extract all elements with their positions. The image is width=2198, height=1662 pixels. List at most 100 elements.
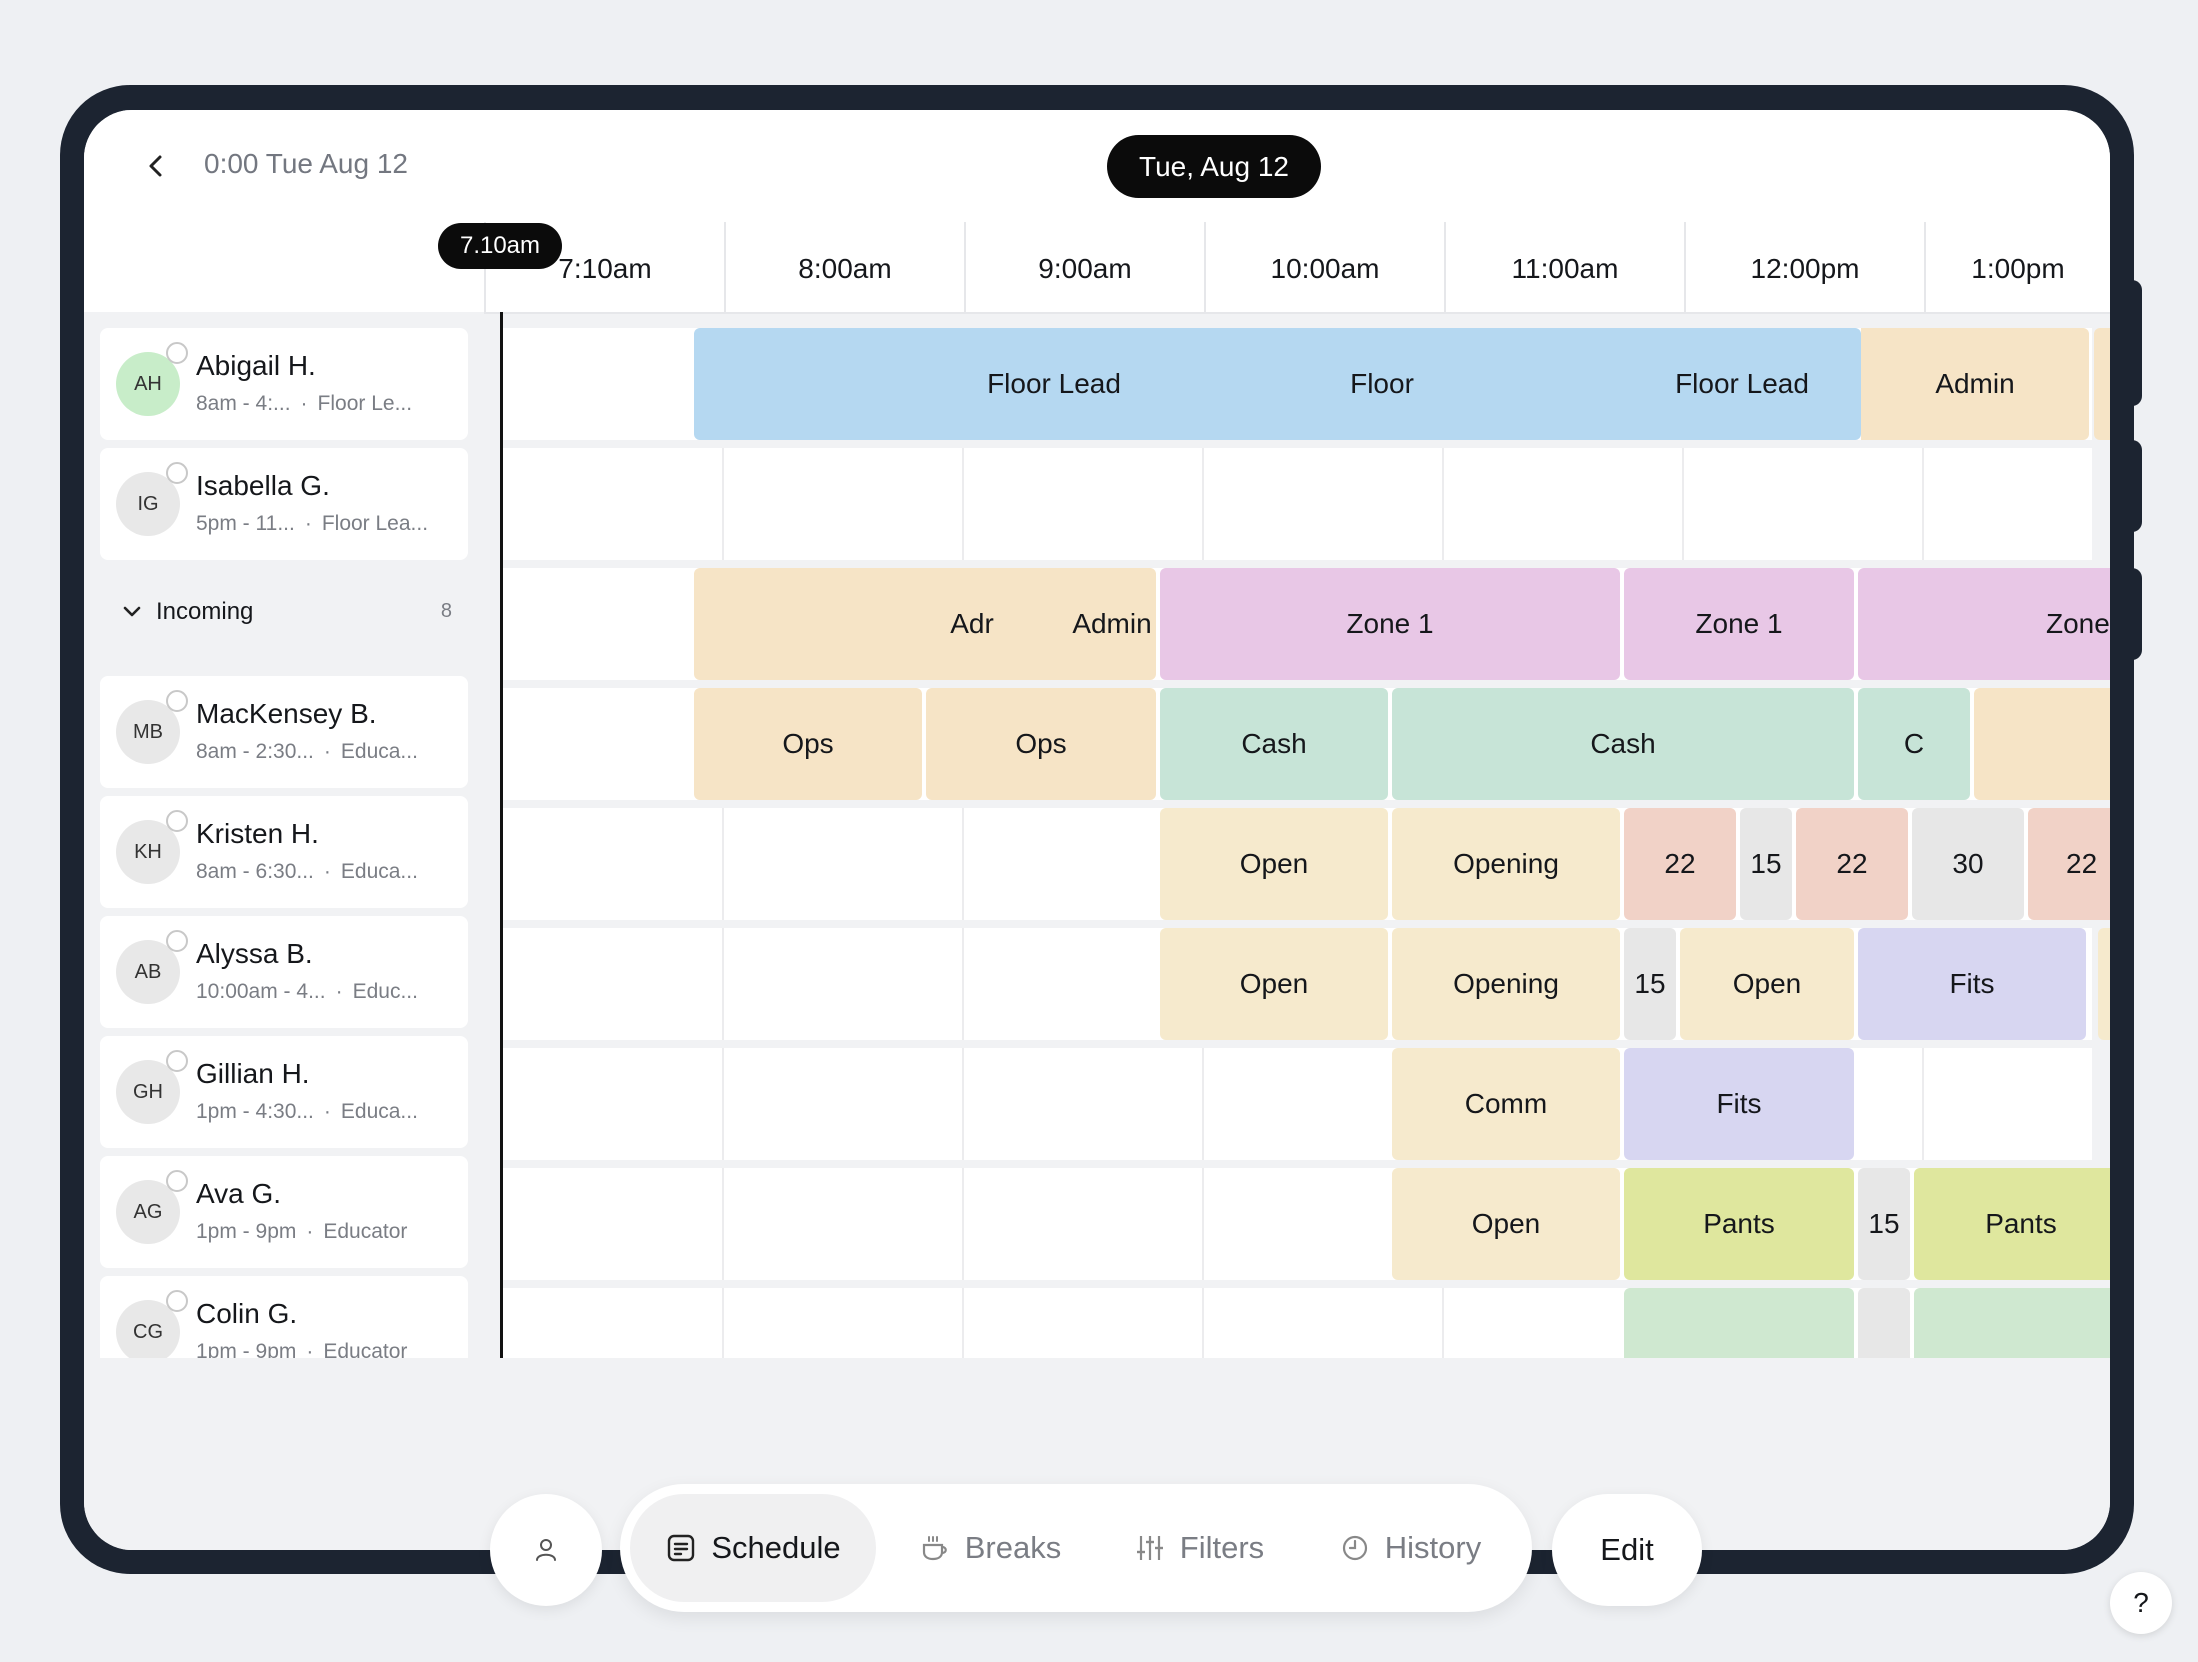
shift-label: Floor Lead [1675, 368, 1809, 399]
time-label: 1:00pm [1924, 222, 2110, 312]
break-block[interactable]: 30 [1912, 808, 2024, 920]
sliders-icon [1136, 1536, 1163, 1560]
hardware-button [2126, 280, 2142, 406]
chevron-down-icon [123, 606, 141, 617]
tab-history[interactable]: History [1310, 1494, 1510, 1602]
shift-block[interactable]: Open [1680, 928, 1854, 1040]
person-name: Isabella G. [196, 470, 330, 501]
tab-filters[interactable]: Filters [1104, 1494, 1294, 1602]
avatar: AB [116, 930, 188, 1004]
shift-block[interactable] [1974, 688, 2110, 800]
shift-block[interactable] [2094, 328, 2110, 440]
bottom-tab-bar: Schedule Breaks Filters History [620, 1484, 1532, 1612]
shift-block[interactable]: Open [1392, 1168, 1620, 1280]
shift-block[interactable]: Zone 1 [1160, 568, 1620, 680]
person-details: 8am - 4:... · Floor Le... [196, 392, 413, 415]
time-label: 10:00am [1204, 222, 1444, 312]
person-details: 8am - 2:30... · Educa... [196, 740, 418, 763]
person-card-abigail[interactable]: AH Abigail H. 8am - 4:... · Floor Le... [100, 328, 468, 440]
break-block[interactable]: 15 [1858, 1288, 1910, 1358]
shift-block[interactable]: Cash [1392, 688, 1854, 800]
shift-block[interactable]: C [1858, 688, 1970, 800]
break-block[interactable]: 15 [1624, 928, 1676, 1040]
coffee-cup-icon [922, 1536, 947, 1561]
status-dot [166, 342, 188, 364]
shift-block[interactable]: Pants [1624, 1168, 1854, 1280]
shift-block[interactable]: Opening [1392, 808, 1620, 920]
person-card-ava[interactable]: AG Ava G. 1pm - 9pm · Educator [100, 1156, 468, 1268]
shift-block[interactable]: Cash [1160, 688, 1388, 800]
break-block[interactable]: 15 [1740, 808, 1792, 920]
chevron-left-icon [149, 155, 162, 177]
schedule-row: Open Pants 15 Pants [502, 1168, 2110, 1280]
avatar: MB [116, 690, 188, 764]
status-dot [166, 462, 188, 484]
break-block[interactable]: 15 [1858, 1168, 1910, 1280]
back-button[interactable] [136, 146, 176, 186]
schedule-grid: Floor Lead Floor Floor Lead Admin Adr Ad… [502, 312, 2110, 1358]
edit-button[interactable]: Edit [1552, 1494, 1702, 1606]
shift-block[interactable] [694, 328, 1861, 440]
person-details: 5pm - 11... · Floor Lea... [196, 512, 429, 535]
schedule-row: Ops Ops Cash Cash C [502, 688, 2110, 800]
person-details: 1pm - 4:30... · Educa... [196, 1100, 418, 1123]
shift-label: Floor [1350, 368, 1414, 399]
tab-label: Filters [1179, 1530, 1265, 1565]
shift-block[interactable]: Open [1160, 928, 1388, 1040]
shift-block[interactable]: Admin [1861, 328, 2089, 440]
tab-label: Breaks [964, 1530, 1062, 1565]
shift-block[interactable]: 22 [1796, 808, 1908, 920]
section-count: 8 [440, 600, 452, 622]
help-button[interactable]: ? [2110, 1572, 2172, 1634]
incoming-section-toggle[interactable]: Incoming 8 [100, 584, 468, 640]
status-dot [166, 1290, 188, 1312]
person-card-mackensey[interactable]: MB MacKensey B. 8am - 2:30... · Educa... [100, 676, 468, 788]
people-list: AH Abigail H. 8am - 4:... · Floor Le... IG… [84, 312, 484, 1358]
shift-block[interactable]: Opening [1392, 928, 1620, 1040]
schedule-row: Adr Admin Zone 1 Zone 1 Zone [502, 568, 2110, 680]
shift-block[interactable]: Fits [1624, 1048, 1854, 1160]
date-selector[interactable]: Tue, Aug 12 [1107, 135, 1321, 198]
avatar: GH [116, 1050, 188, 1124]
status-dot [166, 930, 188, 952]
person-details: 10:00am - 4... · Educ... [196, 980, 418, 1003]
shift-block[interactable]: Comm [1392, 1048, 1620, 1160]
person-details: 8am - 6:30... · Educa... [196, 860, 418, 883]
status-dot [166, 690, 188, 712]
person-card-kristen[interactable]: KH Kristen H. 8am - 6:30... · Educa... [100, 796, 468, 908]
shift-block[interactable]: Zone 1 [1624, 568, 1854, 680]
shift-block[interactable]: Flex [1624, 1288, 1854, 1358]
hardware-button [2126, 568, 2142, 660]
person-icon [536, 1539, 556, 1561]
avatar: IG [116, 462, 188, 536]
profile-button[interactable] [490, 1494, 602, 1606]
person-card-isabella[interactable]: IG Isabella G. 5pm - 11... · Floor Lea... [100, 448, 468, 560]
person-card-alyssa[interactable]: AB Alyssa B. 10:00am - 4... · Educ... [100, 916, 468, 1028]
shift-block[interactable]: 22 [2028, 808, 2110, 920]
shift-block[interactable]: Ops [694, 688, 922, 800]
person-name: Abigail H. [196, 350, 316, 381]
shift-block[interactable]: Flex [1914, 1288, 2110, 1358]
person-card-colin[interactable]: CG Colin G. 1pm - 9pm · Educator [100, 1276, 468, 1358]
shift-block[interactable]: Ops [926, 688, 1156, 800]
schedule-row: Floor Lead Floor Floor Lead Admin [502, 328, 2110, 440]
current-time-badge: 7.10am [438, 223, 562, 269]
top-bar: 0:00 Tue Aug 12 Tue, Aug 12 [84, 110, 2110, 224]
shift-block[interactable]: Zone [1858, 568, 2110, 680]
shift-block[interactable]: Pants [1914, 1168, 2110, 1280]
time-label: 8:00am [724, 222, 964, 312]
shift-label: Adr [950, 608, 994, 639]
shift-block[interactable]: Fits [1858, 928, 2086, 1040]
time-label: 11:00am [1444, 222, 1684, 312]
status-dot [166, 1050, 188, 1072]
tab-label: Schedule [711, 1530, 841, 1565]
person-card-gillian[interactable]: GH Gillian H. 1pm - 4:30... · Educa... [100, 1036, 468, 1148]
shift-label: Admin [1072, 608, 1152, 639]
shift-block[interactable]: Open [1160, 808, 1388, 920]
shift-block[interactable] [2098, 928, 2110, 1040]
schedule-row: Flex 15 Flex [502, 1288, 2110, 1358]
tab-breaks[interactable]: Breaks [890, 1494, 1090, 1602]
tab-schedule[interactable]: Schedule [630, 1494, 876, 1602]
shift-block[interactable] [694, 568, 1156, 680]
shift-block[interactable]: 22 [1624, 808, 1736, 920]
